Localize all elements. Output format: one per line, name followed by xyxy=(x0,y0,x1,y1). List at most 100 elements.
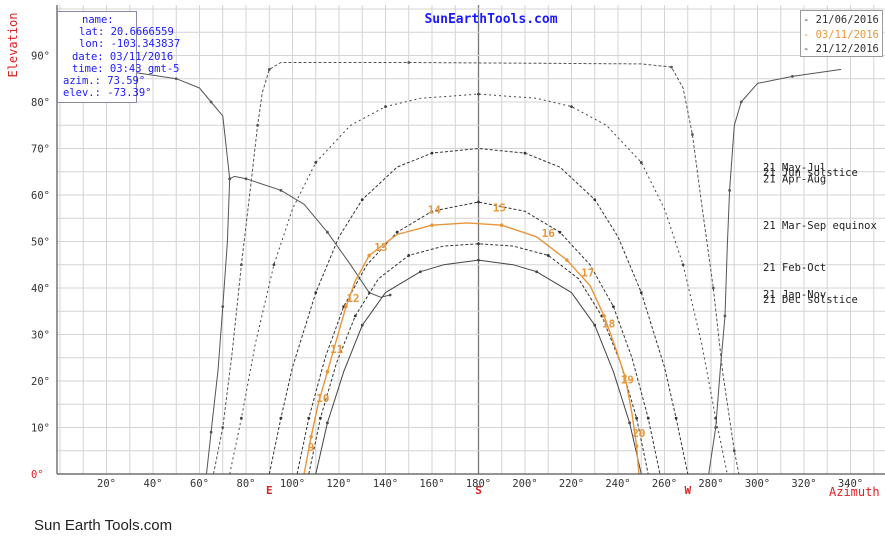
series-point-3 xyxy=(314,291,318,295)
series-point-1 xyxy=(711,286,715,290)
series-point-7 xyxy=(367,253,372,258)
hour-label: 17 xyxy=(581,266,594,279)
hour-label: 18 xyxy=(602,318,615,331)
series-point-0 xyxy=(388,293,392,297)
curve-label: 21 Jan-Nov xyxy=(763,289,826,301)
y-tick-label: 80° xyxy=(31,97,50,109)
series-point-0 xyxy=(714,426,718,429)
series-point-0 xyxy=(209,100,213,104)
hour-label: 10 xyxy=(316,392,329,405)
x-tick-label: 240° xyxy=(605,478,630,490)
series-point-1 xyxy=(256,123,260,127)
series-point-6 xyxy=(477,258,480,262)
series-point-2 xyxy=(639,161,643,164)
legend-item-jun: - 21/06/2016 xyxy=(803,14,879,26)
series-point-3 xyxy=(639,291,643,295)
series-point-4 xyxy=(646,416,650,420)
curve-label: 21 Apr-Aug xyxy=(763,173,826,185)
hour-label: 20 xyxy=(632,427,645,440)
series-point-2 xyxy=(570,105,573,109)
x-tick-label: 60° xyxy=(190,478,209,490)
x-tick-label: 120° xyxy=(326,478,351,490)
y-tick-label: 70° xyxy=(31,144,50,156)
curve-label: 21 Mar-Sep equinox xyxy=(763,220,877,232)
series-point-2 xyxy=(239,416,243,420)
y-tick-label: 40° xyxy=(31,283,50,295)
series-point-7 xyxy=(634,444,639,448)
series-point-2 xyxy=(714,416,718,420)
curve-label: 21 Jun solstice xyxy=(763,167,858,179)
y-tick-label: 0° xyxy=(31,469,44,481)
compass-label-s: S xyxy=(475,484,482,497)
x-tick-label: 260° xyxy=(652,478,677,490)
y-axis-label: Elevation xyxy=(6,12,20,77)
series-point-0 xyxy=(728,188,731,192)
series-point-6 xyxy=(360,323,364,327)
info-name: name: xyxy=(82,14,114,26)
series-point-0 xyxy=(325,230,329,234)
x-tick-label: 340° xyxy=(838,478,863,490)
hour-label: 19 xyxy=(621,373,634,386)
info-lat: lat: 20.6666559 xyxy=(79,26,174,39)
x-tick-label: 320° xyxy=(791,478,816,490)
y-tick-label: 50° xyxy=(31,237,50,249)
series-point-7 xyxy=(499,223,504,228)
y-tick-label: 10° xyxy=(31,423,50,435)
y-tick-label: 90° xyxy=(31,51,50,63)
hour-label: 13 xyxy=(374,241,387,254)
series-line-5 xyxy=(308,243,649,474)
sun-path-chart: 0° 10° 20° 30° 40° 50° 60° 70° 80° 90° 20° 40° 60° 8… xyxy=(6,5,885,499)
series-point-1 xyxy=(267,68,271,71)
series-point-0 xyxy=(723,314,727,318)
compass-label-w: W xyxy=(684,484,691,497)
series-point-7 xyxy=(309,435,313,439)
series-point-5 xyxy=(353,314,357,318)
series-point-4 xyxy=(477,200,480,204)
series-point-1 xyxy=(670,65,673,69)
series-point-7 xyxy=(565,258,569,262)
series-point-1 xyxy=(407,61,411,64)
series-line-7 xyxy=(303,222,640,474)
series-point-2 xyxy=(314,161,318,164)
series-point-5 xyxy=(319,416,322,420)
series-line-3 xyxy=(268,148,689,474)
info-date: date: 03/11/2016 xyxy=(72,50,174,63)
series-point-1 xyxy=(239,263,243,267)
location-info-box: name: lat: 20.6666559 lon: -103.343837 d… xyxy=(57,11,180,103)
series-point-3 xyxy=(279,416,283,420)
series-point-3 xyxy=(523,151,527,155)
hour-label: 11 xyxy=(330,343,344,356)
x-tick-label: 280° xyxy=(698,478,723,490)
x-tick-label: 180° xyxy=(466,478,491,490)
series-point-6 xyxy=(593,323,597,327)
series-point-5 xyxy=(546,254,550,257)
series-point-4 xyxy=(558,230,562,234)
legend: - 21/06/2016 - 03/11/2016 - 21/12/2016 xyxy=(800,10,883,57)
series-point-3 xyxy=(430,151,434,155)
legend-item-dec: - 21/12/2016 xyxy=(803,43,879,55)
y-tick-label: 30° xyxy=(31,330,50,342)
series-point-2 xyxy=(272,263,276,267)
series-point-0 xyxy=(279,188,283,192)
series-point-5 xyxy=(477,242,480,246)
curve-label: 21 Feb-Oct xyxy=(763,262,826,274)
x-tick-label: 200° xyxy=(512,478,537,490)
series-point-7 xyxy=(430,223,434,228)
x-tick-label: 100° xyxy=(280,478,305,490)
info-time: time: 03:43 gmt-5 xyxy=(72,62,180,75)
x-axis-label: Azimuth xyxy=(829,485,880,499)
x-tick-label: 220° xyxy=(559,478,584,490)
series-point-1 xyxy=(221,426,225,429)
series-point-3 xyxy=(360,198,364,202)
info-elevation: elev.: -73.39° xyxy=(63,87,152,100)
series-point-6 xyxy=(535,270,539,274)
series-point-4 xyxy=(395,230,399,234)
y-tick-labels: 0° 10° 20° 30° 40° 50° 60° 70° 80° 90° xyxy=(31,51,50,482)
series-point-4 xyxy=(307,416,311,420)
series-point-6 xyxy=(418,270,422,274)
series-point-0 xyxy=(790,75,794,78)
y-tick-label: 60° xyxy=(31,190,50,202)
series-line-4 xyxy=(296,201,661,474)
